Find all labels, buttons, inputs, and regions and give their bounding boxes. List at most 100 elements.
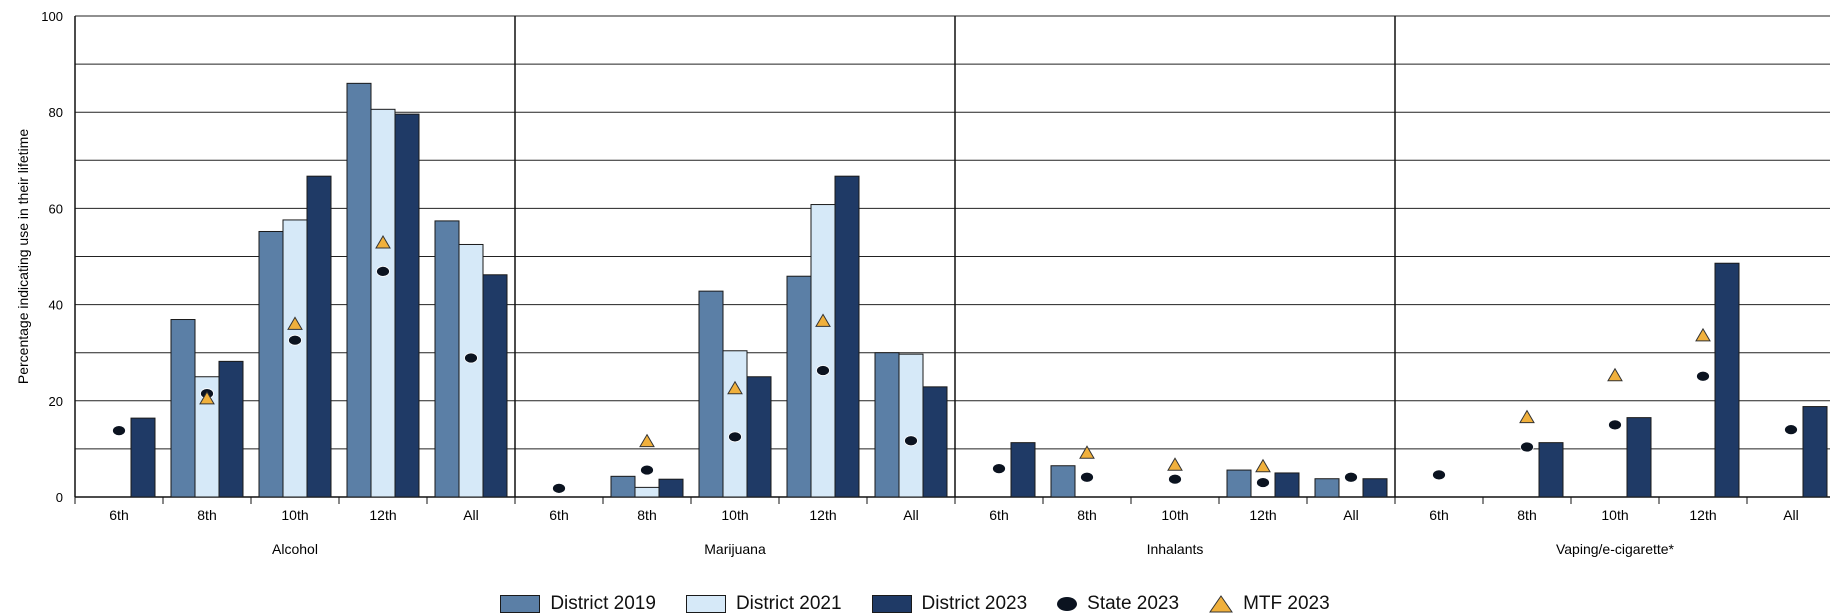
x-tick-label: 10th xyxy=(281,507,308,523)
x-tick-label: 6th xyxy=(549,507,568,523)
y-tick-label: 100 xyxy=(41,9,63,24)
mtf-marker xyxy=(1255,458,1271,473)
state-marker xyxy=(640,464,654,476)
bar xyxy=(130,417,156,498)
bar xyxy=(810,204,836,498)
legend-marker-mtf-2023 xyxy=(1209,595,1234,613)
bar xyxy=(1802,406,1828,498)
bar xyxy=(898,353,924,498)
x-tick-label: 10th xyxy=(1161,507,1188,523)
bar xyxy=(746,376,772,498)
legend-label-district-2023: District 2023 xyxy=(921,593,1028,614)
mtf-marker xyxy=(1695,327,1711,342)
state-marker xyxy=(992,463,1006,475)
bar xyxy=(698,290,724,498)
x-tick-label: 8th xyxy=(637,507,656,523)
x-tick-label: All xyxy=(1783,507,1799,523)
bar xyxy=(786,275,812,498)
legend-swatch-district-2021 xyxy=(685,595,726,613)
bar xyxy=(370,108,396,498)
x-tick-label: 6th xyxy=(989,507,1008,523)
x-tick-label: 12th xyxy=(369,507,396,523)
group-label: Marijuana xyxy=(704,541,766,557)
x-tick-label: 10th xyxy=(721,507,748,523)
legend-label-district-2021: District 2021 xyxy=(735,593,842,614)
state-marker xyxy=(728,431,742,443)
x-tick-label: 8th xyxy=(1517,507,1536,523)
state-marker xyxy=(464,352,478,364)
bar xyxy=(434,220,460,498)
state-marker xyxy=(1080,471,1094,483)
y-axis-label: Percentage indicating use in their lifet… xyxy=(15,129,31,384)
bar xyxy=(922,386,948,498)
bar xyxy=(482,274,508,498)
x-tick-label: 12th xyxy=(809,507,836,523)
bar xyxy=(282,219,308,498)
mtf-marker xyxy=(1519,409,1535,424)
bar xyxy=(658,478,684,498)
legend-item-mtf-2023: MTF 2023 xyxy=(1209,593,1330,615)
bar xyxy=(1538,442,1564,498)
legend-swatch-district-2019 xyxy=(500,595,541,613)
state-marker xyxy=(1520,441,1534,453)
bar xyxy=(394,113,420,498)
x-tick-label: All xyxy=(903,507,919,523)
state-marker xyxy=(904,435,918,447)
bar xyxy=(346,82,372,498)
x-tick-label: 8th xyxy=(1077,507,1096,523)
legend-item-district-2019: District 2019 xyxy=(500,593,656,615)
legend-label-mtf-2023: MTF 2023 xyxy=(1243,593,1330,614)
state-marker xyxy=(288,334,302,346)
state-marker xyxy=(1608,419,1622,431)
legend-item-district-2021: District 2021 xyxy=(685,593,842,615)
legend-label-state-2023: State 2023 xyxy=(1087,593,1180,614)
state-marker xyxy=(1432,469,1446,481)
bar xyxy=(722,350,748,498)
bar xyxy=(874,352,900,498)
bar xyxy=(1314,478,1340,498)
state-marker xyxy=(1256,477,1270,488)
bar xyxy=(458,243,484,498)
group-label: Alcohol xyxy=(272,541,318,557)
y-tick-label: 40 xyxy=(49,298,63,313)
x-tick-label: All xyxy=(463,507,479,523)
bar xyxy=(1362,478,1388,498)
mtf-marker xyxy=(1607,367,1623,382)
bar xyxy=(170,319,196,498)
y-tick-label: 60 xyxy=(49,201,63,216)
x-tick-label: 6th xyxy=(109,507,128,523)
legend-swatch-district-2023 xyxy=(871,595,912,613)
mtf-marker xyxy=(375,235,391,249)
y-tick-label: 80 xyxy=(49,105,63,120)
state-marker xyxy=(552,482,566,494)
bar xyxy=(1010,442,1036,498)
mtf-marker xyxy=(727,380,743,395)
x-tick-label: 12th xyxy=(1249,507,1276,523)
y-tick-label: 20 xyxy=(49,394,63,409)
legend: District 2019 District 2021 District 202… xyxy=(0,592,1830,616)
mtf-marker xyxy=(1167,457,1183,471)
state-marker xyxy=(1696,370,1710,382)
bar xyxy=(610,475,636,498)
bar xyxy=(1050,465,1076,498)
bar xyxy=(306,175,332,498)
state-marker xyxy=(816,365,830,376)
x-tick-label: 8th xyxy=(197,507,216,523)
bar xyxy=(1226,469,1252,498)
chart: 0 20 40 60 80 100 Percentage indicating use in… xyxy=(15,9,1830,557)
bar xyxy=(218,360,244,498)
bar xyxy=(258,230,284,498)
mtf-marker xyxy=(815,313,831,327)
bar xyxy=(834,175,860,498)
x-tick-label: 12th xyxy=(1689,507,1716,523)
legend-item-state-2023: State 2023 xyxy=(1057,593,1179,615)
group-label: Vaping/e-cigarette* xyxy=(1556,541,1675,557)
bar xyxy=(1714,262,1740,498)
bar xyxy=(634,486,660,498)
legend-marker-state-2023 xyxy=(1057,597,1078,611)
mtf-marker xyxy=(287,316,303,330)
y-tick-label: 0 xyxy=(56,490,63,505)
x-tick-label: 10th xyxy=(1601,507,1628,523)
bar xyxy=(1274,472,1300,498)
state-marker xyxy=(112,425,126,437)
